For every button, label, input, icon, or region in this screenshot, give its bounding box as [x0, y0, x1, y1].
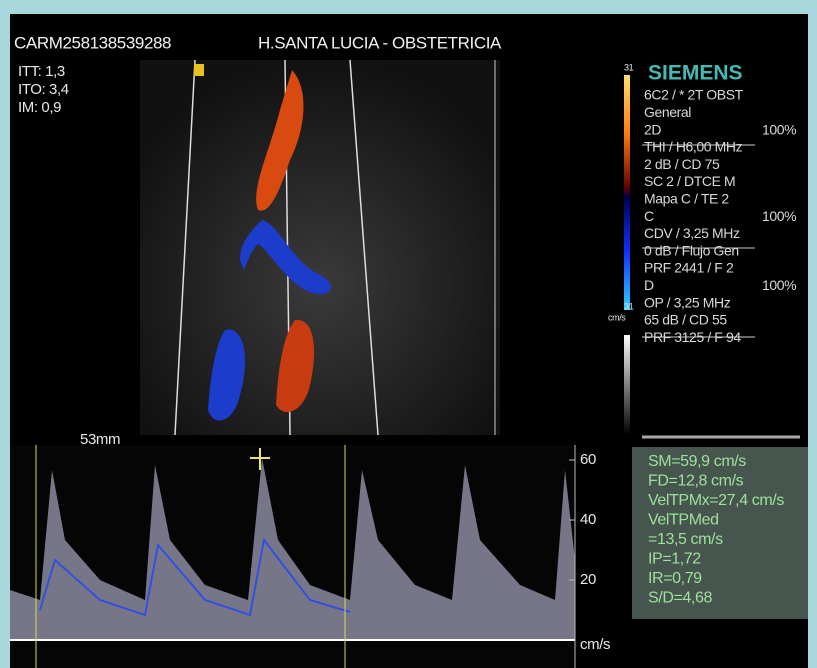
setting-gain: 100%	[762, 277, 796, 293]
measurement: IP=1,72	[648, 551, 701, 568]
index: ITT: 1,3	[18, 63, 65, 80]
setting: 65 dB / CD 55	[644, 312, 727, 328]
setting: OP / 3,25 MHz	[644, 294, 731, 310]
measurement: VelTPMed	[648, 512, 719, 529]
ultrasound-screen: CARM258138539288 H.SANTA LUCIA - OBSTETR…	[0, 0, 817, 668]
orientation-marker	[194, 64, 204, 76]
setting: PRF 2441 / F 2	[644, 260, 734, 276]
measurement: =13,5 cm/s	[648, 531, 723, 548]
scale-label: 40	[580, 511, 596, 528]
color-scale-top: 31	[624, 62, 634, 72]
location: H.SANTA LUCIA - OBSTETRICIA	[258, 33, 502, 52]
setting: D	[644, 277, 654, 293]
scale-label: 20	[580, 571, 596, 588]
measurement: SM=59,9 cm/s	[648, 453, 746, 470]
measurement: VelTPMx=27,4 cm/s	[648, 492, 784, 509]
color-scale-bottom: 31	[624, 301, 634, 311]
index: IM: 0,9	[18, 99, 61, 116]
setting: C	[644, 208, 654, 224]
b-mode-image	[140, 60, 500, 435]
setting: CDV / 3,25 MHz	[644, 225, 740, 241]
scale-unit: cm/s	[580, 636, 610, 653]
setting: 2D	[644, 121, 661, 137]
setting: 2 dB / CD 75	[644, 156, 720, 172]
brand: SIEMENS	[648, 62, 743, 85]
index: ITO: 3,4	[18, 81, 69, 98]
setting: THI / H6,00 MHz	[644, 139, 743, 155]
setting-gain: 100%	[762, 208, 796, 224]
setting: 0 dB / Flujo Gen	[644, 242, 739, 258]
setting: SC 2 / DTCE M	[644, 173, 735, 189]
setting: 6C2 / * 2T OBST	[644, 87, 744, 103]
color-scale-unit: cm/s	[608, 312, 626, 322]
measurement: IR=0,79	[648, 570, 702, 587]
setting-gain: 100%	[762, 121, 796, 137]
page: CARM258138539288 H.SANTA LUCIA - OBSTETR…	[0, 0, 817, 668]
depth-label: 53mm	[80, 431, 120, 448]
patient-id: CARM258138539288	[14, 33, 171, 52]
scale-label: 60	[580, 451, 596, 468]
measurement: FD=12,8 cm/s	[648, 473, 744, 490]
color-scale-bar	[624, 75, 630, 310]
gray-scale-bar	[624, 335, 630, 435]
measurement: S/D=4,68	[648, 590, 712, 607]
setting: General	[644, 104, 691, 120]
setting: Mapa C / TE 2	[644, 191, 729, 207]
setting: PRF 3125 / F 94	[644, 329, 741, 345]
